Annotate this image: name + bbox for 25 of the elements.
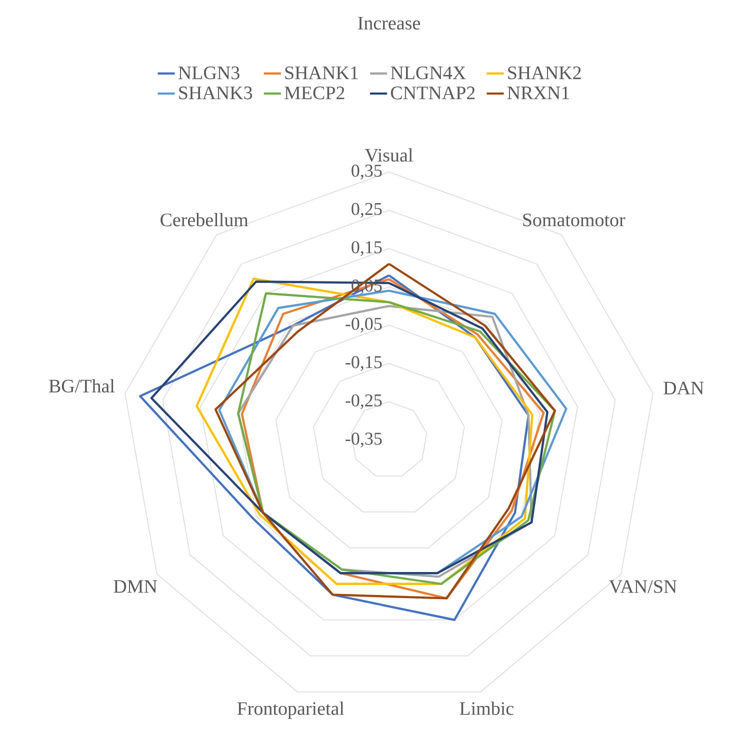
y-tick-label: 0,25: [352, 202, 382, 218]
legend-label: SHANK3: [179, 86, 252, 100]
y-tick-label: 0,15: [352, 241, 382, 256]
spoke-label: DMN: [114, 580, 158, 593]
spoke-label: Limbic: [460, 702, 514, 715]
spoke-label: Visual: [364, 148, 413, 162]
spoke-label: Cerebellum: [160, 212, 248, 226]
y-tick-label: -0,25: [346, 394, 382, 410]
spoke-label: VAN/SN: [609, 580, 677, 594]
legend-label: NLGN3: [178, 66, 240, 80]
chart-title: Increase: [358, 16, 420, 30]
y-tick-label: -0,35: [346, 432, 382, 448]
legend-label: CNTNAP2: [390, 86, 475, 100]
spoke-label: Frontoparietal: [237, 702, 344, 719]
y-tick-label: -0,05: [346, 318, 382, 333]
legend-label: NRXN1: [507, 86, 570, 100]
legend-label: SHANK1: [285, 66, 358, 80]
spoke-label: BG/Thal: [49, 379, 115, 393]
y-tick-label: -0,15: [346, 356, 382, 371]
legend-label: NLGN4X: [390, 66, 466, 80]
spoke-label: Somatomotor: [523, 214, 626, 226]
legend-label: MECP2: [284, 86, 344, 100]
y-tick-label: 0,35: [352, 164, 382, 180]
spoke-label: DAN: [664, 382, 704, 394]
legend-label: SHANK2: [508, 66, 581, 80]
